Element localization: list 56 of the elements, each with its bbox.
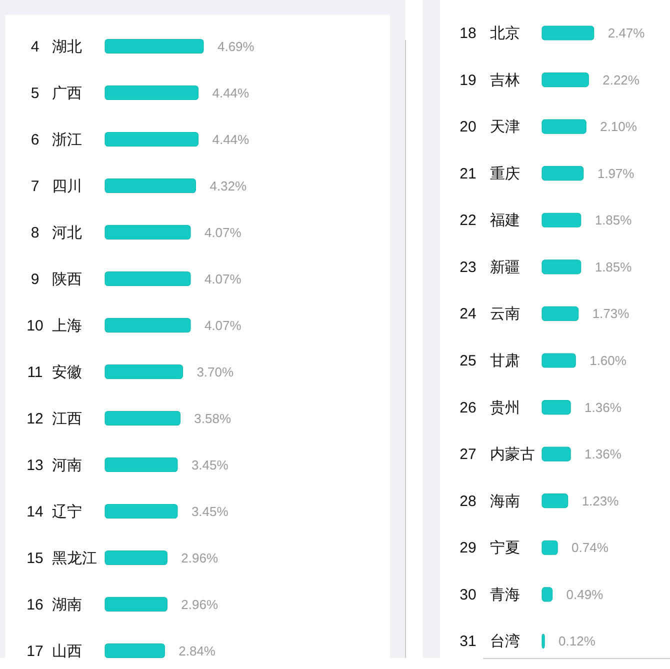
y-tick-label: 20 天津 [460, 118, 520, 136]
y-tick-label: 4 湖北 [30, 38, 82, 55]
data-label: 2.96% [181, 550, 218, 566]
y-tick-label: 13 河南 [26, 456, 82, 474]
data-label: 2.47% [608, 25, 646, 40]
y-tick-label: 6 浙江 [30, 130, 82, 148]
y-tick-label: 31 台湾 [460, 632, 520, 650]
data-label: 1.85% [594, 212, 632, 228]
data-label: 3.45% [191, 457, 229, 472]
data-label: 2.10% [600, 119, 638, 134]
data-label: 1.60% [590, 352, 627, 368]
data-label: 1.36% [584, 400, 622, 415]
data-label: 1.73% [592, 306, 630, 322]
y-tick-label: 5 广西 [30, 84, 82, 102]
data-label: 0.74% [572, 540, 609, 556]
y-tick-label: 23 新疆 [460, 258, 520, 276]
y-tick-label: 7 四川 [30, 177, 82, 194]
data-label: 4.07% [204, 224, 242, 240]
data-label: 4.32% [210, 178, 248, 194]
y-tick-label: 12 江西 [26, 410, 82, 427]
data-label: 4.07% [204, 271, 242, 286]
data-label: 0.49% [566, 586, 604, 602]
y-tick-label: 18 北京 [460, 24, 520, 42]
y-tick-label: 30 青海 [460, 586, 520, 603]
data-label: 4.07% [204, 318, 242, 333]
data-label: 3.70% [196, 364, 234, 380]
y-tick-label: 27 内蒙古 [460, 446, 535, 463]
y-tick-label: 8 河北 [30, 224, 82, 241]
y-tick-label: 29 宁夏 [460, 539, 520, 556]
data-label: 2.22% [602, 72, 640, 88]
data-label: 2.96% [181, 596, 218, 612]
data-label: 3.58% [194, 410, 232, 426]
data-label: 4.69% [217, 38, 255, 54]
y-tick-label: 21 重庆 [460, 164, 520, 182]
y-tick-label: 17 山西 [26, 642, 82, 660]
data-label: 0.12% [558, 634, 596, 649]
data-label: 1.36% [584, 446, 622, 462]
data-label: 1.85% [594, 259, 632, 274]
y-tick-label: 16 湖南 [26, 596, 82, 613]
y-tick-label: 24 云南 [460, 305, 520, 322]
y-tick-label: 25 甘肃 [460, 352, 520, 369]
y-tick-label: 10 上海 [26, 316, 82, 334]
data-label: 3.45% [191, 504, 229, 519]
data-label: 4.44% [212, 85, 250, 100]
data-label: 2.84% [178, 643, 216, 658]
y-tick-label: 28 海南 [460, 492, 520, 510]
y-tick-label: 9 陕西 [30, 270, 82, 288]
data-label: 1.23% [582, 493, 620, 508]
y-tick-label: 14 辽宁 [26, 502, 82, 520]
y-tick-label: 22 福建 [460, 212, 520, 229]
y-tick-label: 26 贵州 [460, 398, 520, 416]
data-label: 1.97% [597, 166, 635, 181]
y-tick-label: 19 吉林 [460, 71, 520, 88]
y-tick-label: 11 安徽 [27, 363, 82, 380]
y-tick-label: 15 黑龙江 [26, 549, 97, 566]
data-label: 4.44% [212, 132, 250, 147]
